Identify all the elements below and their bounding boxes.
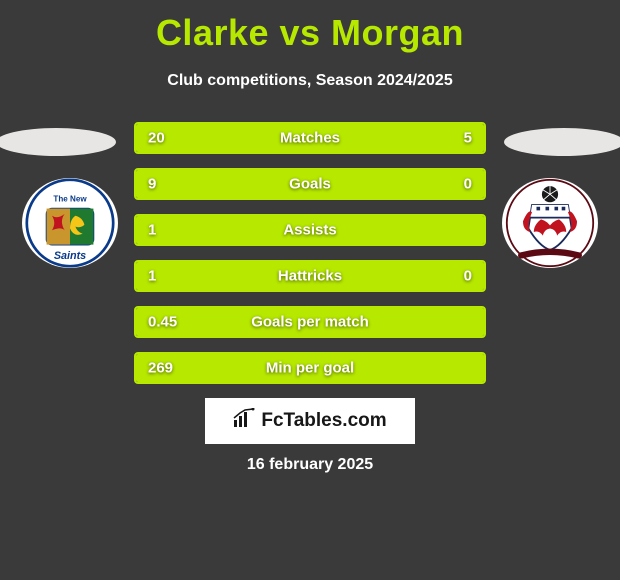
stat-value-right: 0 bbox=[464, 176, 472, 193]
subtitle: Club competitions, Season 2024/2025 bbox=[0, 72, 620, 90]
team-crest-right bbox=[502, 178, 598, 268]
crest-left-icon: The New Saints bbox=[22, 178, 118, 268]
svg-text:The New: The New bbox=[53, 194, 87, 203]
stats-container: Matches205Goals90Assists1Hattricks10Goal… bbox=[134, 122, 486, 398]
svg-text:Saints: Saints bbox=[54, 250, 86, 262]
stat-row: Goals per match0.45 bbox=[134, 306, 486, 338]
stat-label: Assists bbox=[136, 222, 484, 239]
crest-right-icon bbox=[502, 178, 598, 268]
stat-row: Min per goal269 bbox=[134, 352, 486, 384]
stat-label: Min per goal bbox=[136, 360, 484, 377]
shadow-ellipse-right bbox=[504, 128, 620, 156]
stat-label: Goals per match bbox=[136, 314, 484, 331]
stat-row: Hattricks1 0 bbox=[134, 260, 486, 292]
stat-value-left: 9 bbox=[148, 176, 156, 193]
stat-value-left: 20 bbox=[148, 130, 165, 147]
stat-value-left: 0.45 bbox=[148, 314, 177, 331]
stat-value-right: 0 bbox=[464, 268, 472, 285]
stat-value-left: 1 bbox=[148, 222, 156, 239]
shadow-ellipse-left bbox=[0, 128, 116, 156]
stat-value-left: 1 bbox=[148, 268, 156, 285]
team-crest-left: The New Saints bbox=[22, 178, 118, 268]
stat-value-right: 5 bbox=[464, 130, 472, 147]
date-label: 16 february 2025 bbox=[0, 456, 620, 474]
chart-icon bbox=[233, 408, 255, 433]
branding-panel[interactable]: FcTables.com bbox=[205, 398, 415, 444]
branding-text: FcTables.com bbox=[261, 410, 386, 432]
page-title: Clarke vs Morgan bbox=[0, 0, 620, 54]
stat-value-left: 269 bbox=[148, 360, 173, 377]
stat-label: Goals bbox=[136, 176, 484, 193]
stat-row: Assists1 bbox=[134, 214, 486, 246]
stat-label: Matches bbox=[136, 130, 484, 147]
stat-row: Goals9 0 bbox=[134, 168, 486, 200]
stat-label: Hattricks bbox=[136, 268, 484, 285]
stat-row: Matches20 5 bbox=[134, 122, 486, 154]
